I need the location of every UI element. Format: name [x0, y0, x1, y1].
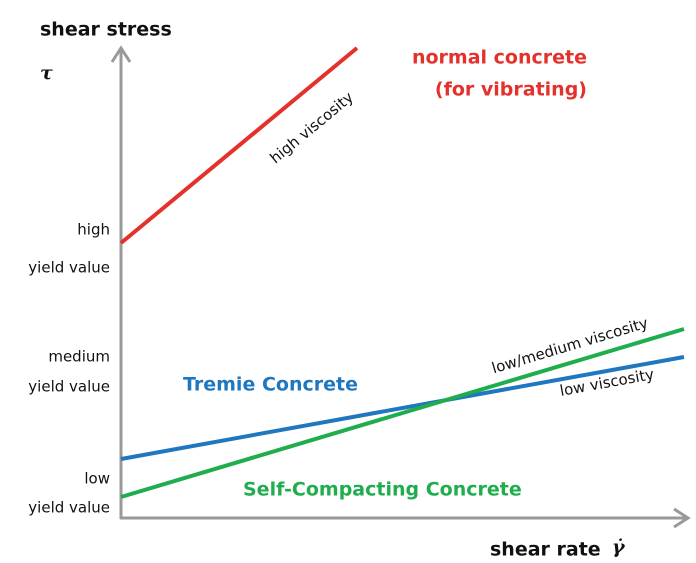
- x-symbol: γ̇: [612, 536, 626, 558]
- scc-line: [120, 327, 685, 499]
- viscosity-label: high viscosity: [266, 88, 357, 167]
- y-symbol: τ: [40, 62, 53, 84]
- x-arrow: [673, 507, 691, 529]
- curve-label: Self-Compacting Concrete: [243, 479, 522, 501]
- y-label: shear stress: [40, 19, 172, 41]
- level-label: low: [84, 470, 110, 488]
- level-label: yield value: [28, 259, 110, 277]
- axes: [110, 45, 691, 529]
- y-arrow: [110, 45, 132, 63]
- tremie-line: [120, 355, 685, 461]
- normal-line: [119, 46, 359, 245]
- curve-label: (for vibrating): [435, 79, 587, 101]
- curve-label: Tremie Concrete: [183, 374, 358, 396]
- level-label: high: [77, 221, 110, 239]
- level-label: yield value: [28, 378, 110, 396]
- level-label: medium: [48, 348, 110, 366]
- level-label: yield value: [28, 499, 110, 517]
- curve-label: normal concrete: [412, 47, 587, 69]
- x-label: shear rate: [490, 539, 601, 561]
